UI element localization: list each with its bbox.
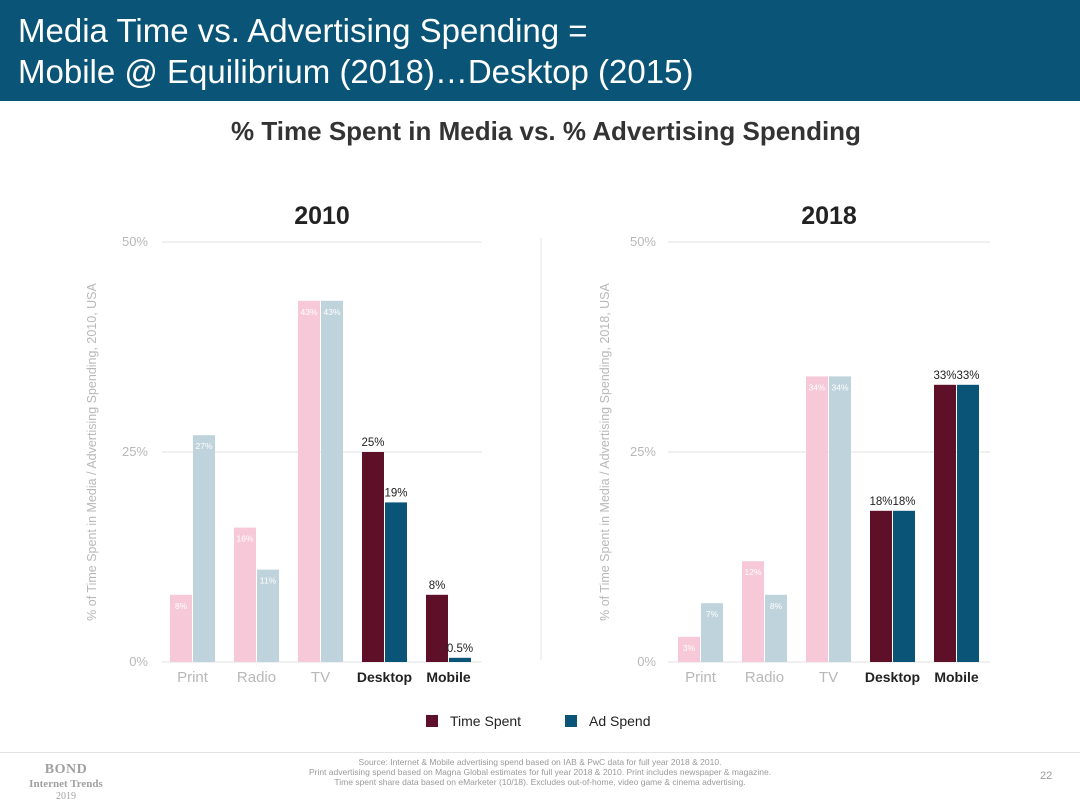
- chart-2018-title: 2018: [801, 202, 857, 230]
- legend-swatch-ad-spend: [565, 715, 577, 727]
- chart-2010-label-mobile-ad-spend: 0.5%: [447, 643, 473, 655]
- chart-2010-ytick: 0%: [129, 654, 148, 669]
- chart-2010-label-radio-ad-spend: 11%: [260, 576, 277, 586]
- chart-2010-label-desktop-ad-spend: 19%: [384, 487, 407, 499]
- chart-2010-category-print: Print: [177, 669, 209, 686]
- chart-2010-bar-mobile-ad-spend: [449, 657, 471, 662]
- source-note: Source: Internet & Mobile advertising sp…: [230, 757, 850, 788]
- chart-2010-category-tv: TV: [311, 669, 330, 686]
- chart-2010-bar-desktop-time-spent: [362, 452, 384, 662]
- legend-swatch-time-spent: [426, 715, 438, 727]
- chart-2018-label-tv-time-spent: 34%: [808, 382, 825, 392]
- chart-2018-bar-desktop-time-spent: [870, 510, 892, 662]
- chart-2018-label-tv-ad-spend: 34%: [831, 382, 848, 392]
- chart-2018-ytick: 25%: [630, 444, 656, 459]
- chart-2018-category-tv: TV: [819, 669, 838, 686]
- chart-2018-label-mobile-time-spent: 33%: [933, 370, 956, 382]
- chart-2010-category-desktop: Desktop: [357, 669, 412, 685]
- chart-2018-bar-tv-ad-spend: [829, 376, 851, 662]
- header-title-line1: Media Time vs. Advertising Spending =: [18, 12, 588, 49]
- chart-2010-bar-mobile-time-spent: [426, 594, 448, 662]
- chart-2018-label-desktop-time-spent: 18%: [869, 496, 892, 508]
- logo-line1: BOND: [44, 762, 88, 777]
- footer-divider: [0, 752, 1080, 753]
- chart-2018-bar-desktop-ad-spend: [893, 510, 915, 662]
- legend-item-ad-spend: Ad Spend: [565, 713, 651, 729]
- chart-2018-label-mobile-ad-spend: 33%: [956, 370, 979, 382]
- chart-2018-bar-mobile-time-spent: [934, 384, 956, 662]
- chart-2018-bar-tv-time-spent: [806, 376, 828, 662]
- chart-2018-bar-print-time-spent: [678, 636, 700, 662]
- legend: Time Spent Ad Spend: [0, 713, 1080, 735]
- chart-2018-bar-radio-time-spent: [742, 561, 764, 662]
- chart-2010-ytick: 25%: [122, 444, 148, 459]
- chart-2010-bar-tv-ad-spend: [321, 300, 343, 662]
- chart-2010-label-radio-time-spent: 16%: [236, 534, 253, 544]
- chart-2010-bar-desktop-ad-spend: [385, 502, 407, 662]
- chart-2018-label-print-ad-spend: 7%: [706, 609, 719, 619]
- chart-2010-label-tv-ad-spend: 43%: [323, 307, 340, 317]
- chart-2010-label-tv-time-spent: 43%: [300, 307, 317, 317]
- chart-2018-label-radio-ad-spend: 8%: [770, 601, 783, 611]
- chart-2010-label-desktop-time-spent: 25%: [361, 437, 384, 449]
- source-line1: Source: Internet & Mobile advertising sp…: [358, 757, 722, 767]
- chart-2018-category-print: Print: [685, 669, 717, 686]
- chart-2010-category-mobile: Mobile: [426, 669, 471, 685]
- legend-label-ad-spend: Ad Spend: [589, 713, 651, 729]
- chart-2010-label-mobile-time-spent: 8%: [429, 580, 446, 592]
- header-banner: Media Time vs. Advertising Spending = Mo…: [0, 0, 1080, 101]
- logo-line2: Internet Trends: [29, 778, 103, 791]
- chart-2010-title: 2010: [294, 202, 350, 230]
- source-line2: Print advertising spend based on Magna G…: [308, 767, 772, 778]
- logo-line3: 2019: [56, 790, 76, 802]
- chart-2018-label-desktop-ad-spend: 18%: [892, 496, 915, 508]
- chart-2018-bar-mobile-ad-spend: [957, 384, 979, 662]
- chart-2010-bar-radio-ad-spend: [257, 569, 279, 662]
- chart-2010-label-print-time-spent: 8%: [175, 601, 188, 611]
- main-title: % Time Spent in Media vs. % Advertising …: [231, 116, 861, 146]
- chart-2018-bar-print-ad-spend: [701, 603, 723, 662]
- legend-label-time-spent: Time Spent: [450, 713, 522, 729]
- chart-2018-ytick: 50%: [630, 234, 656, 249]
- chart-2018-label-print-time-spent: 3%: [683, 643, 696, 653]
- chart-2018-ytick: 0%: [637, 654, 656, 669]
- page-number: 22: [1040, 770, 1053, 782]
- bond-logo: BOND Internet Trends 2019: [22, 762, 110, 802]
- chart-2018-category-radio: Radio: [745, 669, 784, 686]
- source-line3: Time spent share data based on eMarketer…: [334, 777, 746, 788]
- chart-2010-bar-print-ad-spend: [193, 435, 215, 662]
- chart-2018-category-desktop: Desktop: [865, 669, 920, 685]
- chart-2010-category-radio: Radio: [237, 669, 276, 686]
- chart-2010-bar-radio-time-spent: [234, 527, 256, 662]
- chart-2010-label-print-ad-spend: 27%: [195, 441, 212, 451]
- chart-2018-bar-radio-ad-spend: [765, 594, 787, 662]
- chart-2018-ylabel: % of Time Spent in Media / Advertising S…: [598, 282, 612, 620]
- chart-2010-ylabel: % of Time Spent in Media / Advertising S…: [85, 282, 99, 620]
- chart-2018-category-mobile: Mobile: [934, 669, 979, 685]
- chart-2010-bar-tv-time-spent: [298, 300, 320, 662]
- chart-2010-ytick: 50%: [122, 234, 148, 249]
- legend-item-time-spent: Time Spent: [426, 713, 521, 729]
- chart-2010-bar-print-time-spent: [170, 594, 192, 662]
- header-title-line2: Mobile @ Equilibrium (2018)…Desktop (201…: [18, 53, 694, 90]
- chart-2018-label-radio-time-spent: 12%: [744, 567, 761, 577]
